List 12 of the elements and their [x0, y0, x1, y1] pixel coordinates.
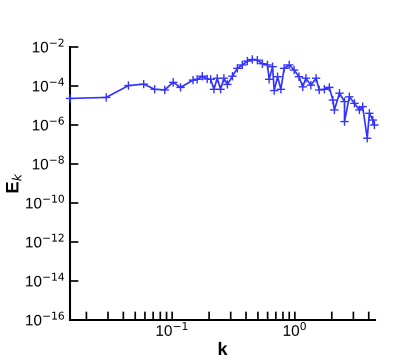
y-tick-label: 10$^{−12}$ [26, 234, 64, 248]
x-tick-label: 10$^{−1}$ [156, 322, 188, 336]
y-tick-label: 10$^{−14}$ [26, 272, 64, 287]
x-axis-title: k [218, 342, 228, 355]
x-tick-label: 10$^{0}$ [284, 322, 306, 336]
y-tick-label: 10$^{−16}$ [26, 312, 64, 326]
y-tick-label: 10$^{−8}$ [32, 156, 64, 170]
y-axis-title: E$_{k}$ [6, 174, 22, 192]
y-tick-label: 10$^{−4}$ [32, 78, 64, 92]
y-tick-label: 10$^{−2}$ [32, 38, 64, 53]
y-tick-label: 10$^{−10}$ [26, 194, 64, 209]
y-tick-label: 10$^{−6}$ [32, 116, 64, 131]
